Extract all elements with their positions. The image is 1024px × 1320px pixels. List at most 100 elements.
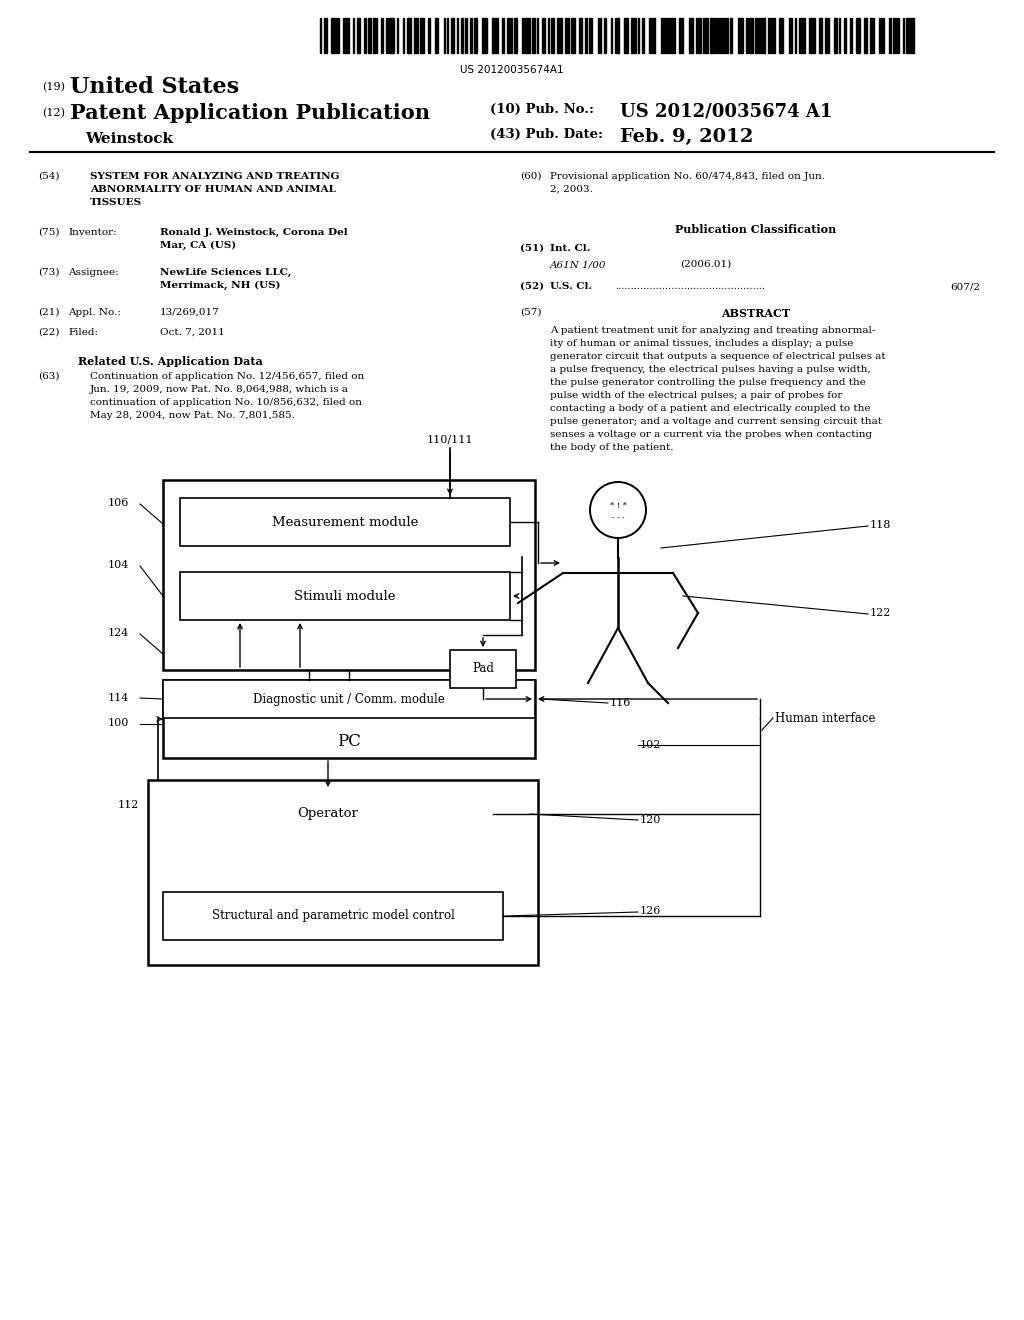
Text: 106: 106	[108, 498, 129, 508]
Bar	[525, 18, 529, 53]
Bar	[446, 18, 449, 53]
Text: 114: 114	[108, 693, 129, 704]
Bar	[163, 892, 503, 940]
Bar	[465, 18, 467, 53]
Bar	[883, 18, 885, 53]
Text: Filed:: Filed:	[68, 327, 98, 337]
Text: (43) Pub. Date:: (43) Pub. Date:	[490, 128, 603, 141]
Bar	[163, 480, 535, 671]
Bar	[624, 18, 628, 53]
Bar	[746, 18, 748, 53]
Text: (22): (22)	[38, 327, 59, 337]
Bar	[819, 18, 821, 53]
Bar	[642, 18, 643, 53]
Bar	[511, 18, 512, 53]
Text: Merrimack, NH (US): Merrimack, NH (US)	[160, 281, 281, 290]
Bar	[543, 18, 545, 53]
Text: (57): (57)	[520, 308, 542, 317]
Text: ................................................: ........................................…	[615, 282, 765, 290]
Bar	[689, 18, 693, 53]
Text: (19): (19)	[42, 82, 65, 92]
Bar	[482, 18, 486, 53]
Text: Diagnostic unit / Comm. module: Diagnostic unit / Comm. module	[253, 693, 444, 705]
Bar	[667, 18, 668, 53]
Bar	[879, 18, 882, 53]
Text: 13/269,017: 13/269,017	[160, 308, 220, 317]
Bar	[357, 18, 359, 53]
Text: - - -: - - -	[611, 513, 625, 521]
Text: TISSUES: TISSUES	[90, 198, 142, 207]
Bar	[824, 18, 828, 53]
Text: (54): (54)	[38, 172, 59, 181]
Text: 116: 116	[610, 698, 632, 708]
Bar	[864, 18, 867, 53]
Bar	[353, 18, 354, 53]
Bar	[897, 18, 899, 53]
Text: United States: United States	[70, 77, 240, 98]
Text: NewLife Sciences LLC,: NewLife Sciences LLC,	[160, 268, 292, 277]
Bar	[386, 18, 387, 53]
Text: US 2012/0035674 A1: US 2012/0035674 A1	[620, 103, 833, 121]
Text: Human interface: Human interface	[775, 711, 876, 725]
Text: Continuation of application No. 12/456,657, filed on: Continuation of application No. 12/456,6…	[90, 372, 365, 381]
Bar	[893, 18, 896, 53]
Bar	[503, 18, 504, 53]
Bar	[457, 18, 459, 53]
Text: contacting a body of a patient and electrically coupled to the: contacting a body of a patient and elect…	[550, 404, 870, 413]
Text: Ronald J. Weinstock, Corona Del: Ronald J. Weinstock, Corona Del	[160, 228, 347, 238]
Text: Related U.S. Application Data: Related U.S. Application Data	[78, 356, 262, 367]
Bar	[845, 18, 846, 53]
Text: Measurement module: Measurement module	[271, 516, 418, 528]
Bar	[730, 18, 732, 53]
Bar	[770, 18, 774, 53]
Text: (12): (12)	[42, 108, 65, 119]
Bar	[726, 18, 728, 53]
Bar	[557, 18, 562, 53]
Text: 100: 100	[108, 718, 129, 729]
Bar	[737, 18, 743, 53]
Bar	[590, 18, 592, 53]
Bar	[660, 18, 665, 53]
Text: Structural and parametric model control: Structural and parametric model control	[212, 909, 455, 923]
Text: Stimuli module: Stimuli module	[294, 590, 395, 602]
Bar	[163, 680, 535, 758]
Text: ABSTRACT: ABSTRACT	[722, 308, 791, 319]
Text: 126: 126	[640, 906, 662, 916]
Text: (73): (73)	[38, 268, 59, 277]
Bar	[610, 18, 612, 53]
Text: ity of human or animal tissues, includes a display; a pulse: ity of human or animal tissues, includes…	[550, 339, 853, 348]
Text: 102: 102	[640, 741, 662, 750]
Bar	[381, 18, 383, 53]
Text: generator circuit that outputs a sequence of electrical pulses at: generator circuit that outputs a sequenc…	[550, 352, 886, 360]
Bar	[325, 18, 327, 53]
Bar	[414, 18, 419, 53]
Bar	[889, 18, 892, 53]
Bar	[699, 18, 700, 53]
Bar	[716, 18, 718, 53]
Text: a pulse frequency, the electrical pulses having a pulse width,: a pulse frequency, the electrical pulses…	[550, 366, 870, 374]
Text: A patient treatment unit for analyzing and treating abnormal-: A patient treatment unit for analyzing a…	[550, 326, 876, 335]
Text: Publication Classification: Publication Classification	[676, 224, 837, 235]
Bar	[649, 18, 650, 53]
Bar	[580, 18, 583, 53]
Bar	[470, 18, 472, 53]
Bar	[910, 18, 914, 53]
Bar	[148, 780, 538, 965]
Text: (75): (75)	[38, 228, 59, 238]
Text: senses a voltage or a current via the probes when contacting: senses a voltage or a current via the pr…	[550, 430, 872, 440]
Bar	[631, 18, 636, 53]
Text: (63): (63)	[38, 372, 59, 381]
Text: pulse generator; and a voltage and current sensing circuit that: pulse generator; and a voltage and curre…	[550, 417, 882, 426]
Bar	[759, 18, 765, 53]
Text: Inventor:: Inventor:	[68, 228, 117, 238]
Text: US 20120035674A1: US 20120035674A1	[460, 65, 564, 75]
Bar	[839, 18, 840, 53]
Bar	[703, 18, 705, 53]
Text: Assignee:: Assignee:	[68, 268, 119, 277]
Bar	[435, 18, 438, 53]
Text: Weinstock: Weinstock	[85, 132, 173, 147]
Bar	[373, 18, 377, 53]
Bar	[850, 18, 852, 53]
Bar	[565, 18, 569, 53]
Text: 118: 118	[870, 520, 891, 531]
